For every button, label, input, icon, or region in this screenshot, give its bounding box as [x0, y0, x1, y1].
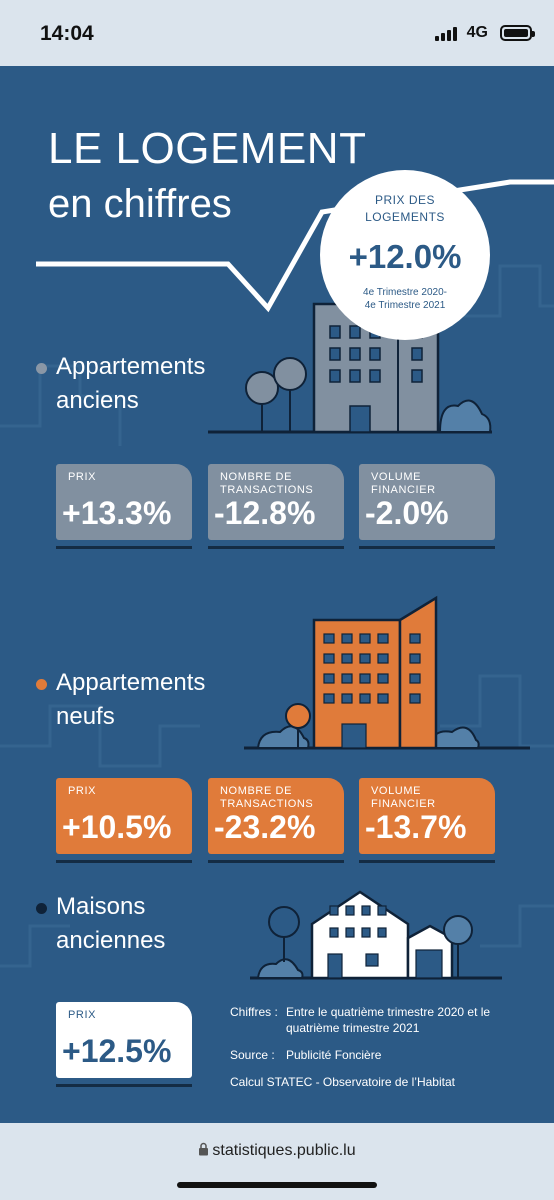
infographic: LE LOGEMENT en chiffres: [0, 66, 554, 1123]
section-title-old-houses: Maisons anciennes: [56, 893, 166, 954]
url-bar[interactable]: statistiques.public.lu: [0, 1142, 554, 1160]
card-new-apartments-volume: VOLUME FINANCIER -13.7%: [359, 778, 495, 854]
status-bar: 14:04 4G: [0, 0, 554, 66]
card-old-houses-price: PRIX +12.5%: [56, 1002, 192, 1078]
price-circle-value: +12.0%: [348, 238, 462, 275]
section-bullet-old-apartments: [36, 363, 47, 374]
note-chiffres-text: Entre le quatrième trimestre 2020 et le …: [286, 1005, 491, 1035]
title-line1: LE LOGEMENT: [48, 124, 367, 173]
section-bullet-old-houses: [36, 903, 47, 914]
card-new-apartments-transactions: NOMBRE DE TRANSACTIONS -23.2%: [208, 778, 344, 854]
section-title-old-apartments: Appartements anciens: [56, 353, 206, 414]
note-source-label: Source :: [230, 1048, 275, 1062]
title-line2: en chiffres: [48, 182, 232, 226]
card-underline: [56, 1084, 192, 1087]
card-underline: [208, 546, 344, 549]
status-indicators: 4G: [434, 24, 535, 42]
note-calcul: Calcul STATEC - Observatoire de l’Habita…: [230, 1075, 455, 1089]
battery-icon: [500, 25, 535, 41]
price-circle: PRIX DES LOGEMENTS +12.0% 4e Trimestre 2…: [320, 170, 490, 340]
card-old-apartments-volume: VOLUME FINANCIER -2.0%: [359, 464, 495, 540]
status-time: 14:04: [40, 22, 94, 45]
card-underline: [56, 546, 192, 549]
section-title-new-apartments: Appartements neufs: [56, 669, 206, 730]
signal-icon: [434, 25, 457, 41]
note-source-value: Publicité Foncière: [286, 1048, 382, 1062]
note-chiffres-label: Chiffres :: [230, 1005, 278, 1019]
home-indicator[interactable]: [177, 1182, 377, 1188]
card-underline: [359, 860, 495, 863]
lock-icon: [199, 1142, 209, 1156]
section-bullet-new-apartments: [36, 679, 47, 690]
card-old-apartments-price: PRIX +13.3%: [56, 464, 192, 540]
old-houses-illustration: [250, 890, 502, 980]
browser-bottom-bar: statistiques.public.lu: [0, 1123, 554, 1200]
card-underline: [208, 860, 344, 863]
network-type: 4G: [466, 24, 488, 41]
card-underline: [56, 860, 192, 863]
background-skyline-decoration: [0, 264, 554, 968]
card-underline: [359, 546, 495, 549]
price-circle-period: 4e Trimestre 2020- 4e Trimestre 2021: [363, 287, 447, 311]
new-apartment-building-illustration: [244, 595, 530, 750]
trend-line: [36, 179, 554, 313]
card-new-apartments-price: PRIX +10.5%: [56, 778, 192, 854]
url-text: statistiques.public.lu: [212, 1142, 356, 1159]
card-old-apartments-transactions: NOMBRE DE TRANSACTIONS -12.8%: [208, 464, 344, 540]
price-circle-label: PRIX DES LOGEMENTS: [365, 193, 445, 224]
